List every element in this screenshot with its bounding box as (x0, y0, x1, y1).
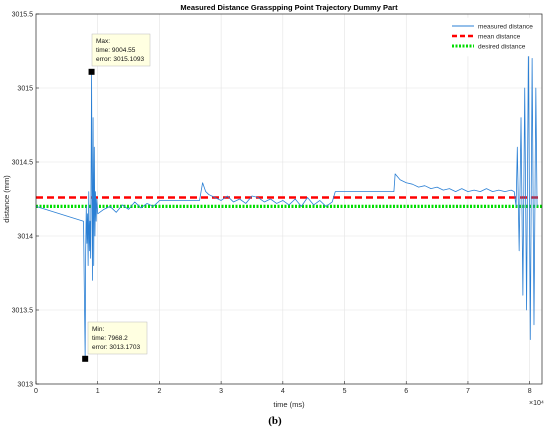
plot-frame (35, 13, 543, 385)
y-tick-label: 3013 (17, 382, 33, 389)
max-datatip-box (91, 33, 151, 67)
chart-title: Measured Distance Grasspping Point Traje… (180, 3, 398, 12)
max-datatip-error: error: 3015.1093 (96, 56, 144, 63)
x-exponent-label: ×10⁴ (529, 400, 544, 407)
x-tick-label: 1 (96, 388, 100, 395)
legend: measured distance mean distance desired … (446, 17, 540, 57)
x-tick-label: 6 (404, 388, 408, 395)
series-layer (35, 43, 542, 360)
figure-caption: (b) (268, 415, 282, 427)
x-tick-label: 5 (343, 388, 347, 395)
min-datatip-box (87, 321, 148, 355)
y-tick-label: 3014 (17, 234, 33, 241)
min-datatip: Min: time: 7968.2 error: 3013.1703 (82, 321, 148, 362)
min-marker (82, 355, 89, 362)
legend-label-measured: measured distance (478, 24, 533, 31)
y-tick-label: 3013.5 (12, 308, 34, 315)
max-datatip-time: time: 9004.55 (96, 47, 136, 54)
x-tick-label: 8 (528, 388, 532, 395)
x-tick-label: 0 (34, 388, 38, 395)
grid (36, 14, 542, 384)
x-tick-label: 3 (219, 388, 223, 395)
x-tick-label: 4 (281, 388, 285, 395)
max-datatip: Max: time: 9004.55 error: 3015.1093 (88, 33, 151, 75)
y-tick-label: 3015.5 (12, 12, 34, 19)
x-tick-label: 7 (466, 388, 470, 395)
min-datatip-error: error: 3013.1703 (92, 344, 140, 351)
legend-label-mean: mean distance (478, 34, 521, 41)
max-marker (88, 68, 95, 75)
series-line-measured-distance (35, 43, 538, 360)
legend-label-desired: desired distance (478, 44, 526, 51)
min-datatip-time: time: 7968.2 (92, 335, 128, 342)
min-datatip-title: Min: (92, 326, 104, 333)
y-axis-label: distance (mm) (2, 175, 11, 223)
max-datatip-title: Max: (96, 38, 110, 45)
x-axis-label: time (ms) (273, 400, 305, 409)
y-tick-label: 3014.5 (12, 160, 34, 167)
y-tick-label: 3015 (17, 86, 33, 93)
x-tick-label: 2 (157, 388, 161, 395)
ticks: 0 1 2 3 4 5 6 7 8 3013 3013.5 3014 3014.5 3015 3015.5 (12, 12, 532, 396)
